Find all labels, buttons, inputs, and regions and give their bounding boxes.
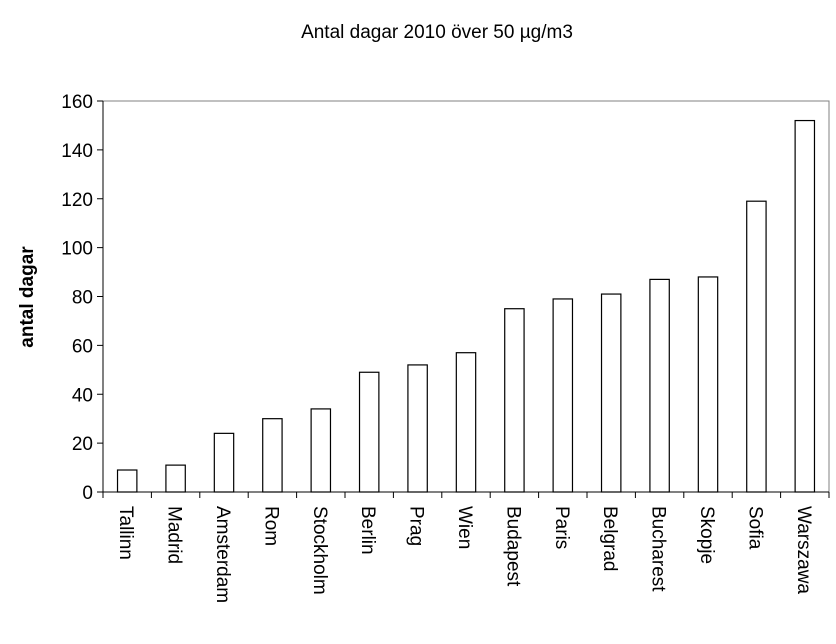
- y-tick-label: 100: [61, 239, 93, 260]
- x-tick-label: Madrid: [164, 506, 185, 564]
- plot-area: 0 20 40 60 80 100 120 140 160 Tallinn Madrid Amster…: [61, 92, 830, 603]
- x-tick-label: Rom: [260, 506, 281, 546]
- x-tick-label: Warszawa: [793, 506, 814, 594]
- x-tick-label: Amsterdam: [212, 506, 233, 603]
- bar-prag: [407, 364, 428, 493]
- x-tick-label: Wien: [454, 506, 475, 549]
- y-tick-label: 160: [61, 92, 93, 113]
- bar-stockholm: [310, 408, 332, 493]
- bar-amsterdam: [213, 432, 235, 493]
- bar-berlin: [358, 371, 380, 493]
- bar-wien: [455, 352, 477, 493]
- bar-paris: [552, 298, 574, 493]
- y-tick-label: 40: [72, 385, 93, 406]
- x-tick-label: Sofia: [744, 506, 765, 550]
- bar-tallinn: [116, 469, 138, 493]
- x-tick-label: Skopje: [696, 506, 717, 564]
- chart-title: Antal dagar 2010 över 50 µg/m3: [301, 22, 573, 43]
- y-tick-label: 80: [72, 288, 93, 309]
- bar-budapest: [504, 308, 525, 493]
- x-tick-label: Stockholm: [309, 506, 330, 595]
- bar-madrid: [165, 464, 186, 493]
- y-tick-label: 60: [72, 336, 93, 357]
- bar-belgrad: [600, 293, 622, 493]
- y-tick-label: 0: [82, 483, 93, 504]
- y-tick-label: 140: [61, 141, 93, 162]
- x-tick-label: Berlin: [357, 506, 378, 555]
- x-tick-label: Bucharest: [648, 506, 669, 592]
- x-tick-label: Belgrad: [599, 506, 620, 572]
- bar-sofia: [746, 200, 767, 493]
- x-tick-label: Paris: [551, 506, 572, 549]
- x-tick-label: Tallinn: [115, 506, 136, 560]
- y-axis-label: antal dagar: [17, 246, 38, 348]
- x-tick-label: Prag: [406, 506, 427, 546]
- plot-frame: [103, 100, 830, 492]
- bar-rom: [262, 418, 283, 493]
- y-tick-label: 20: [72, 434, 93, 455]
- bar-bucharest: [649, 278, 670, 493]
- x-tick-label: Budapest: [502, 506, 523, 587]
- bar-warszawa: [794, 119, 816, 493]
- bar-skopje: [697, 276, 719, 493]
- y-tick-label: 120: [61, 190, 93, 211]
